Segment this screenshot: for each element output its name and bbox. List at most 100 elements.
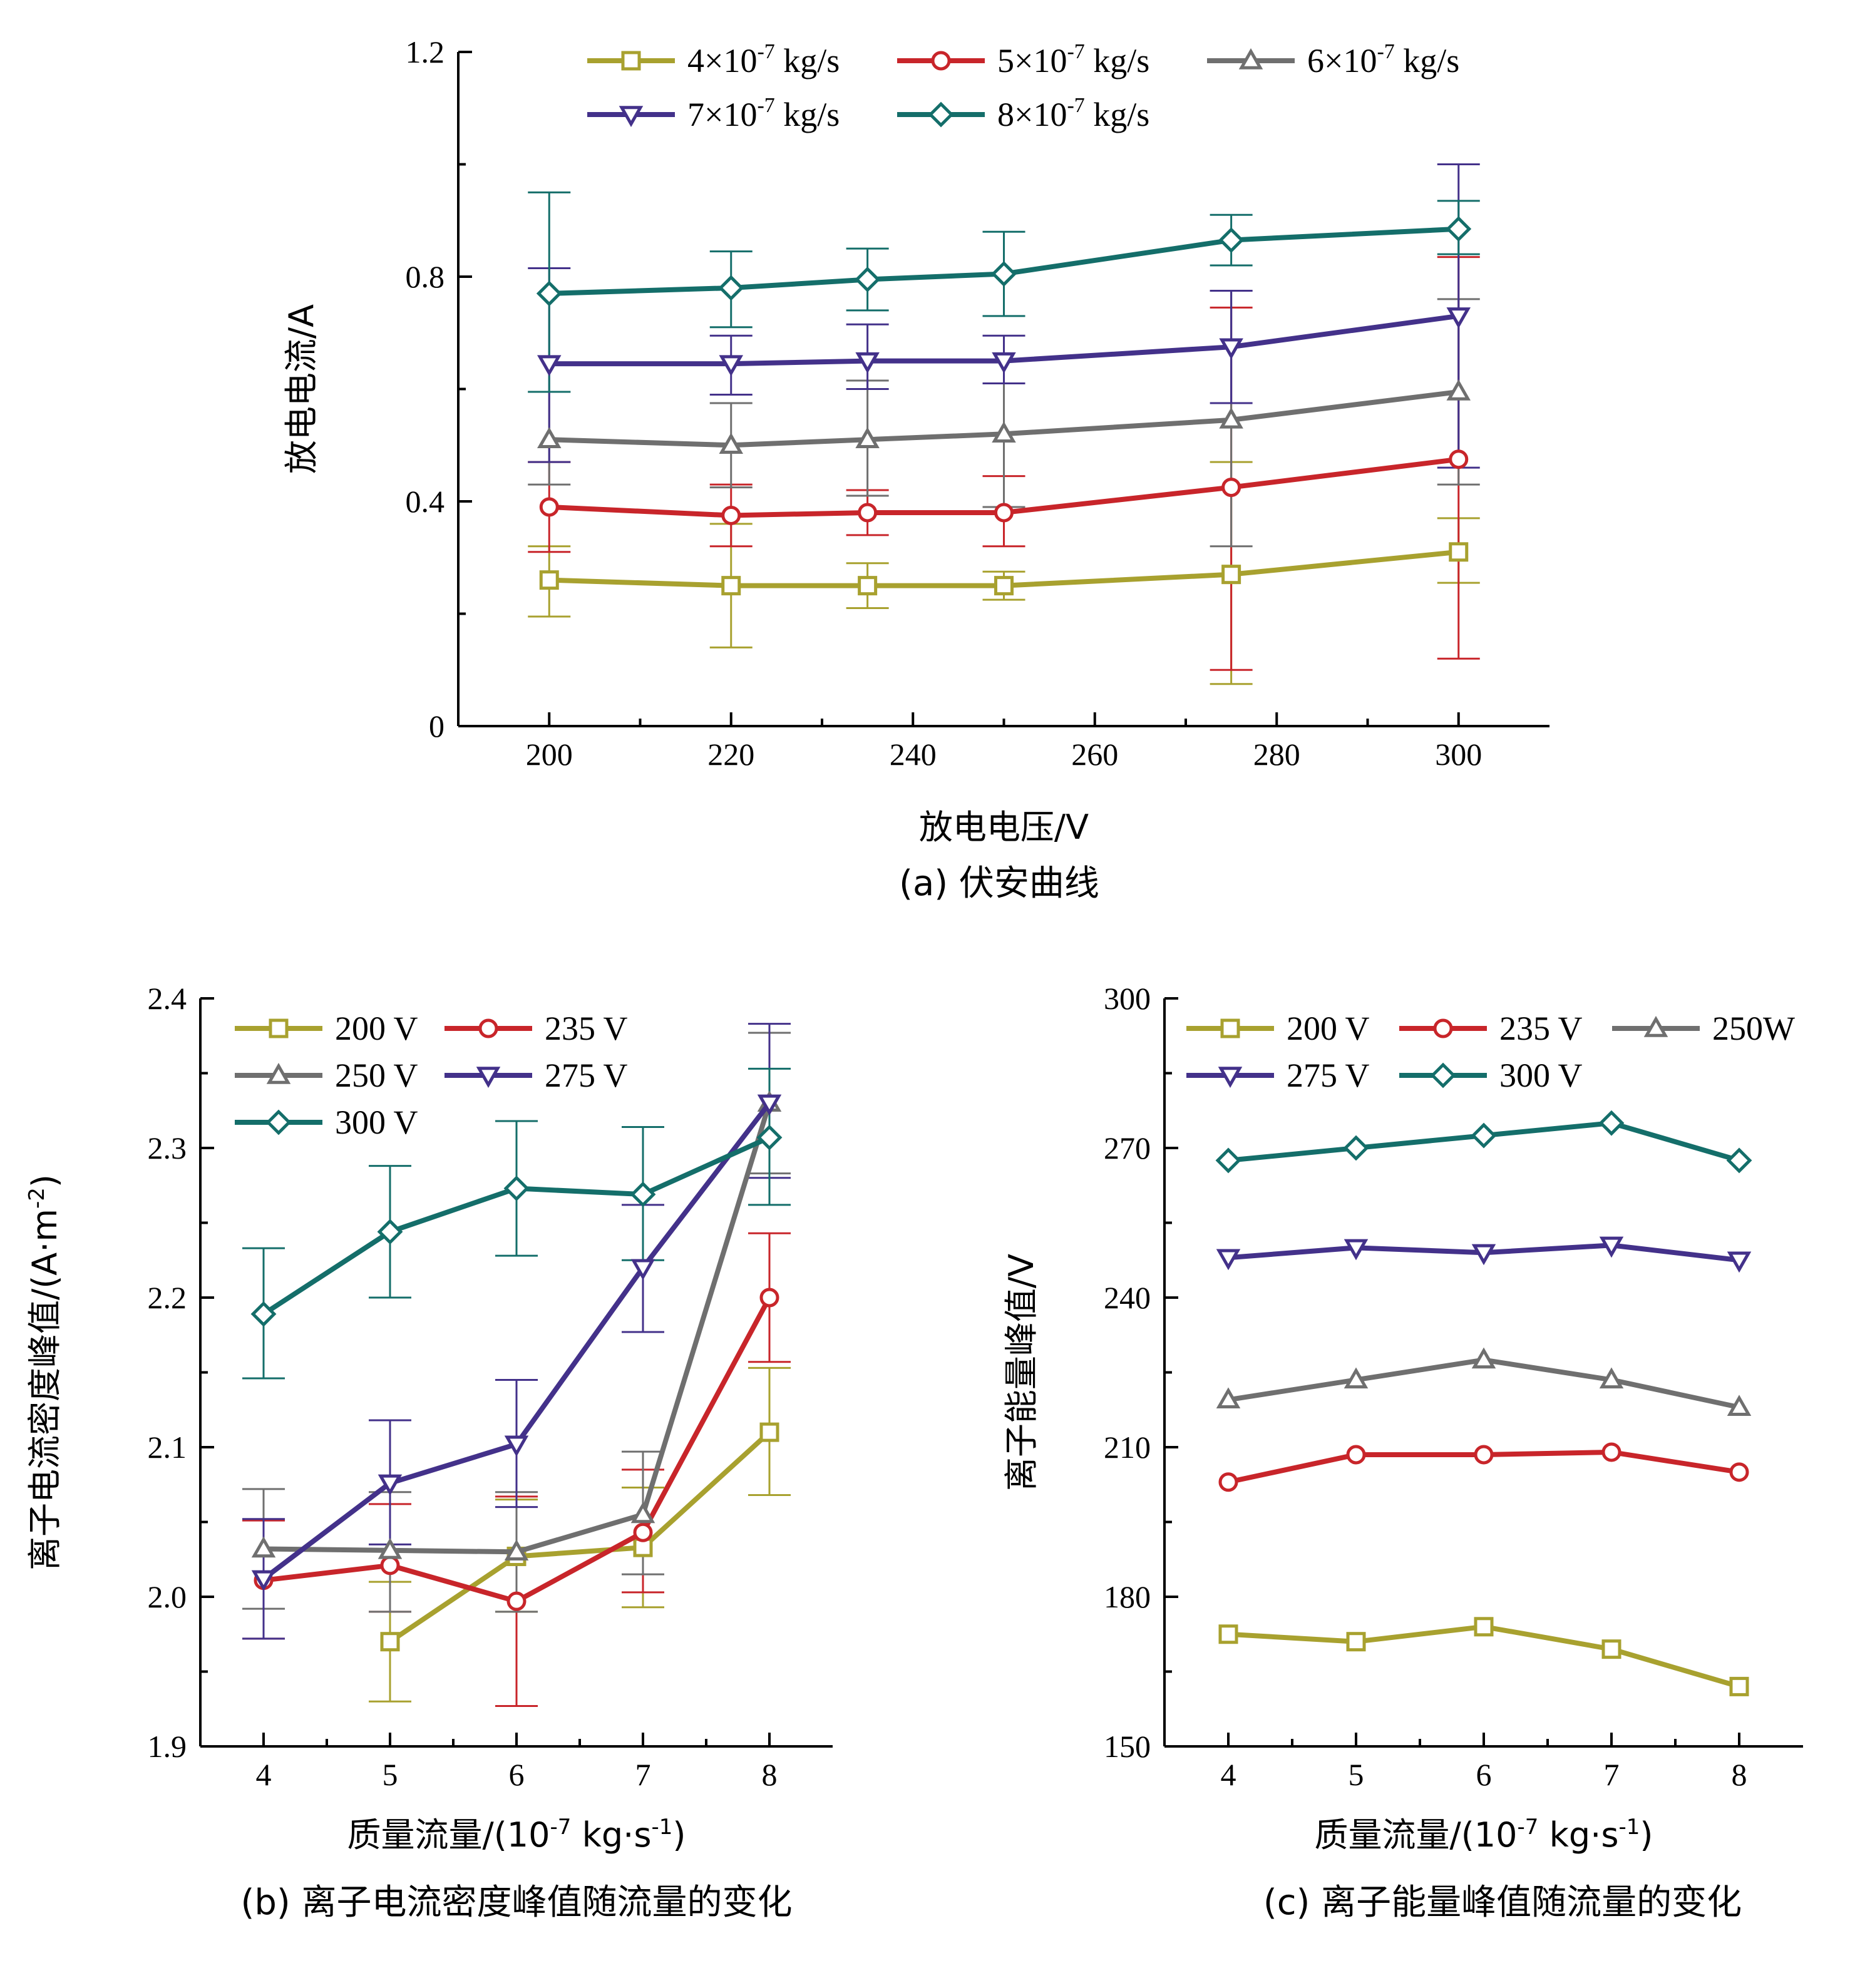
legend-label-text: 300 V (335, 1104, 418, 1141)
data-point (721, 576, 741, 596)
data-point (633, 1522, 653, 1542)
legend-label: 200 V (1287, 1010, 1370, 1047)
y-tick-label: 180 (1104, 1579, 1151, 1614)
data-point (504, 1539, 529, 1561)
legend-label-unit: kg/s (775, 96, 840, 133)
legend-label-sup: -7 (1067, 40, 1084, 63)
data-point (378, 1474, 403, 1496)
legend-label-text: 5×10 (997, 42, 1067, 79)
data-point (759, 1288, 779, 1308)
data-point (630, 1259, 655, 1281)
y-tick-label: 270 (1104, 1130, 1151, 1166)
legend-label-sup: -7 (1067, 94, 1084, 117)
y-axis-title-sup: -2 (24, 1187, 49, 1209)
y-axis-title-text: 离子电流密度峰值/(A·m (25, 1209, 64, 1570)
legend-label-sup: -7 (1377, 40, 1394, 63)
data-point (1344, 1239, 1369, 1261)
legend-label-text: 300 V (1499, 1057, 1583, 1094)
x-tick-label: 4 (256, 1757, 272, 1792)
y-tick-label: 2.3 (148, 1130, 187, 1166)
data-point (251, 1536, 276, 1558)
legend-label-text: 200 V (335, 1010, 418, 1047)
y-tick-label: 2.2 (148, 1280, 187, 1315)
y-tick-label: 0.8 (406, 259, 445, 294)
legend-label-text: 275 V (545, 1057, 628, 1094)
data-point (1446, 379, 1471, 401)
legend-swatch-marker (1238, 48, 1263, 69)
data-point (1346, 1445, 1366, 1465)
legend-swatch-marker (476, 1067, 501, 1088)
data-point (1471, 1347, 1496, 1369)
y-axis-title: 放电电流/A (282, 304, 321, 474)
x-tick-label: 8 (762, 1757, 778, 1792)
legend: 4×10-7 kg/s 5×10-7 kg/s 6×10-7 kg/s7×10-7 … (587, 40, 1459, 133)
x-axis-title-end: ) (672, 1815, 686, 1855)
data-point (1346, 1632, 1366, 1652)
data-point (503, 1176, 530, 1201)
data-point (721, 505, 741, 525)
legend-label-text: 250 V (335, 1057, 418, 1094)
panel-caption: (b) 离子电流密度峰值随流量的变化 (240, 1882, 792, 1923)
data-point (1446, 216, 1472, 242)
y-axis-title: 离子电流密度峰值/(A·m-2) (24, 1174, 64, 1570)
data-point (1727, 1251, 1752, 1273)
data-point (1599, 1236, 1624, 1258)
data-point (1221, 565, 1241, 585)
data-point (1449, 542, 1469, 562)
x-tick-label: 200 (526, 737, 573, 772)
data-point (719, 355, 744, 377)
legend-swatch-marker (265, 1109, 292, 1135)
legend-label: 6×10-7 kg/s (1307, 40, 1459, 79)
data-point (1601, 1639, 1621, 1659)
data-point (1218, 1624, 1238, 1644)
legend-label-text: 235 V (545, 1010, 628, 1047)
legend-label-sup: -7 (757, 94, 774, 117)
x-axis-title-end: ) (1640, 1815, 1653, 1855)
legend-swatch-marker (621, 51, 641, 71)
legend-label-text: 6×10 (1307, 42, 1377, 79)
data-point (250, 1301, 277, 1327)
x-axis-title-sup: -1 (651, 1815, 672, 1840)
data-point (1343, 1135, 1369, 1161)
x-axis-title-unit: kg·s (1538, 1815, 1618, 1855)
y-axis-title-text: 离子能量峰值/V (1002, 1254, 1041, 1491)
data-point (1215, 1147, 1241, 1174)
legend-label-text: 235 V (1499, 1010, 1583, 1047)
data-point (506, 1591, 527, 1611)
data-point (380, 1632, 400, 1652)
legend: 200 V 235 V 250 V 275 V 300 V (235, 1010, 628, 1141)
legend-label: 235 V (1499, 1010, 1583, 1047)
x-axis-title-sup: -7 (550, 1815, 572, 1840)
legend-swatch-marker (928, 101, 954, 128)
data-point (994, 576, 1014, 596)
data-point (378, 1537, 403, 1559)
data-point (1474, 1617, 1494, 1637)
chart-panel-c: 4 5 6 7 8 150 180 210 240 270 300 质量流量/(10-7 kg·s-1… (1002, 981, 1803, 1923)
legend-label-text: 250W (1712, 1010, 1795, 1047)
y-tick-label: 2.1 (148, 1430, 187, 1465)
y-tick-label: 2.4 (148, 981, 187, 1016)
data-point (855, 427, 880, 448)
data-point (1729, 1676, 1749, 1696)
legend-swatch-marker (266, 1063, 291, 1084)
series-line (388, 1430, 771, 1644)
legend-label-unit: kg/s (1085, 42, 1150, 79)
data-point (1601, 1442, 1621, 1462)
data-point (757, 1094, 782, 1116)
x-axis-title-unit: kg·s (571, 1815, 651, 1855)
x-axis-title: 质量流量/(10-7 kg·s-1) (1315, 1815, 1653, 1855)
x-tick-label: 220 (707, 737, 754, 772)
data-point (536, 280, 562, 307)
legend-label: 4×10-7 kg/s (687, 40, 840, 79)
legend-label: 275 V (545, 1057, 628, 1094)
legend-label: 8×10-7 kg/s (997, 94, 1149, 133)
x-axis-title: 质量流量/(10-7 kg·s-1) (347, 1815, 686, 1855)
data-point (1221, 478, 1241, 498)
x-axis-title-text: 放电电压/V (919, 807, 1089, 847)
y-tick-label: 300 (1104, 981, 1151, 1016)
legend-swatch-marker (619, 106, 644, 127)
data-point (992, 421, 1016, 443)
data-point (1446, 307, 1471, 329)
legend-label-text: 8×10 (997, 96, 1067, 133)
